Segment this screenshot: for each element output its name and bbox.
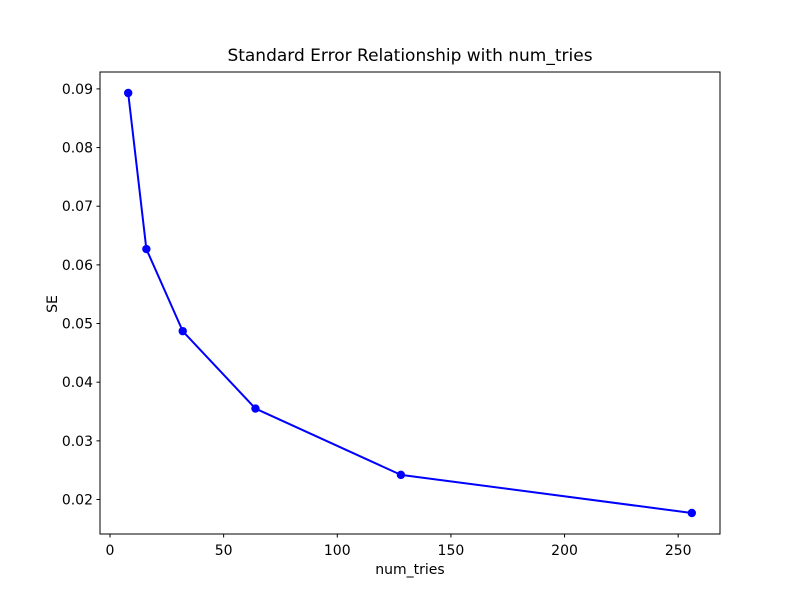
data-line — [127, 92, 693, 514]
x-axis-label: num_tries — [375, 562, 445, 578]
y-axis-label: SE — [45, 295, 61, 313]
y-tick-label: 0.04 — [62, 375, 93, 391]
x-tick-label: 250 — [665, 543, 692, 559]
y-tick-label: 0.05 — [62, 317, 93, 333]
y-tick-label: 0.08 — [62, 141, 93, 157]
y-tick-label: 0.06 — [62, 258, 93, 274]
x-tick-label: 150 — [438, 543, 465, 559]
data-point-marker — [687, 508, 697, 518]
x-tick-label: 0 — [106, 543, 115, 559]
axes-spines — [99, 71, 721, 535]
data-point-marker — [251, 404, 260, 413]
data-point-marker — [123, 88, 133, 98]
y-tick-label: 0.02 — [62, 493, 93, 509]
x-tick-label: 50 — [215, 543, 233, 559]
y-tick-label: 0.09 — [62, 82, 93, 98]
data-point-marker — [178, 326, 187, 336]
x-tick-label: 200 — [551, 543, 578, 559]
y-tick-label: 0.03 — [62, 434, 93, 450]
x-tick-label: 100 — [324, 543, 351, 559]
data-point-marker — [142, 244, 151, 254]
data-point-marker — [396, 470, 406, 480]
chart-title: Standard Error Relationship with num_tri… — [227, 46, 593, 66]
y-tick-label: 0.07 — [62, 199, 93, 215]
